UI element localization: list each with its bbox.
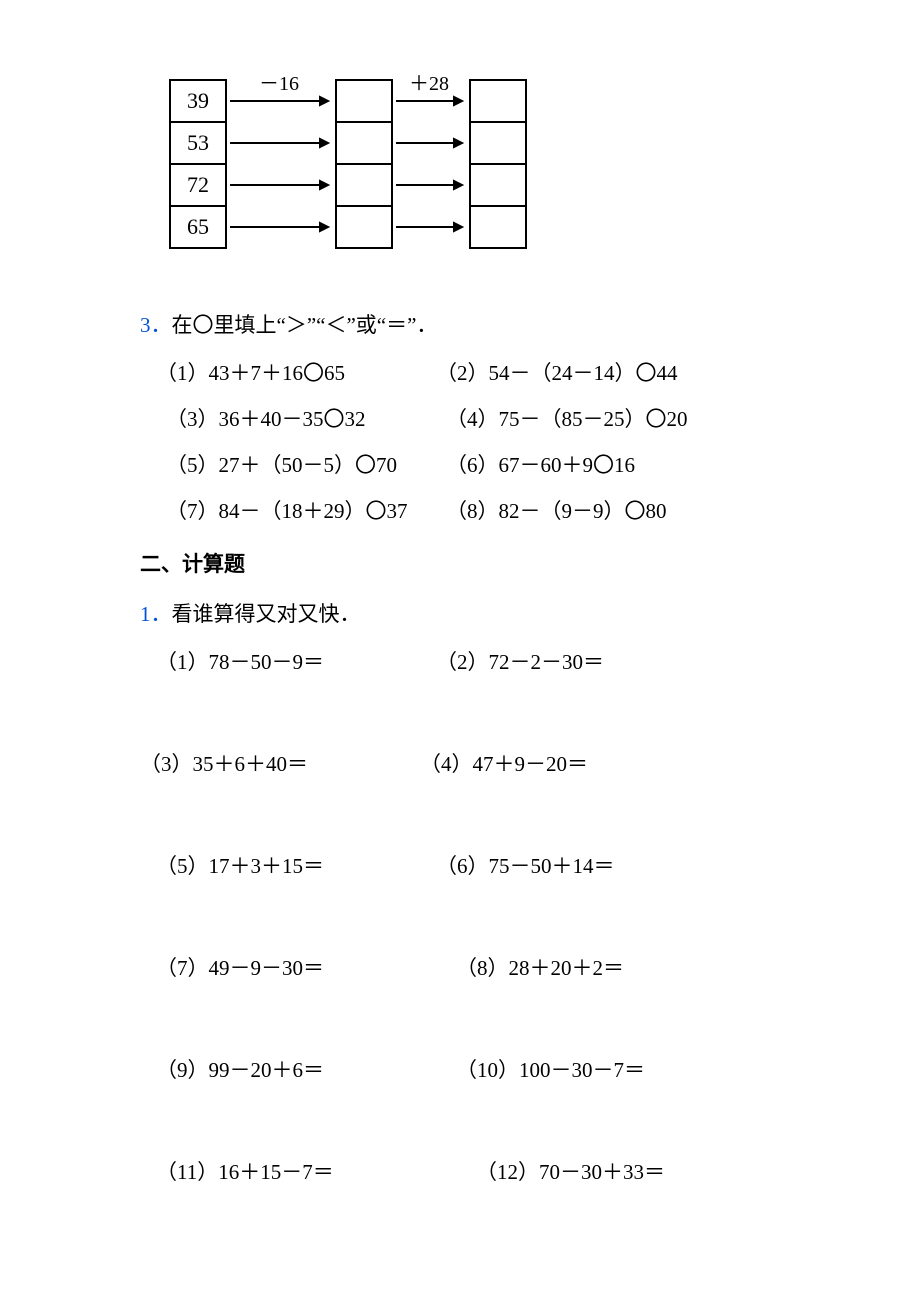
cell-2: 72 xyxy=(187,172,209,197)
s2-2-n: （2） xyxy=(436,650,489,674)
s2-5-n: （5） xyxy=(156,854,209,878)
q3-item-2: （2）54－（24－14）〇44 xyxy=(436,354,678,394)
s2-3-n: （3） xyxy=(140,752,193,776)
s2-item-9: （9）99－20＋6＝ xyxy=(156,1051,456,1091)
s2-11-n: （11） xyxy=(156,1160,218,1184)
q3-1-t: 43＋7＋16〇65 xyxy=(209,361,346,385)
q3-item-5: （5）27＋（50－5）〇70 xyxy=(166,446,446,486)
q3-row-3: （5）27＋（50－5）〇70 （6）67－60＋9〇16 xyxy=(140,446,780,486)
s2-row-1: （1）78－50－9＝ （2）72－2－30＝ xyxy=(140,643,780,683)
s2-q1-prompt: 1．看谁算得又对又快． xyxy=(140,595,780,635)
cell-3: 65 xyxy=(187,214,209,239)
s2-11-t: 16＋15－7＝ xyxy=(218,1160,334,1184)
s2-row-6: （11）16＋15－7＝ （12）70－30＋33＝ xyxy=(140,1153,780,1193)
s2-10-n: （10） xyxy=(456,1058,519,1082)
section2-heading: 二、计算题 xyxy=(140,545,780,585)
s2-item-3: （3）35＋6＋40＝ xyxy=(140,745,420,785)
page: －16 ＋28 39 53 72 65 3．在〇里填上“＞”“＜”或“＝”． （… xyxy=(0,0,920,1259)
s2-1-n: （1） xyxy=(156,650,209,674)
q3-item-7: （7）84－（18＋29）〇37 xyxy=(166,492,446,532)
s2-item-6: （6）75－50＋14＝ xyxy=(436,847,615,887)
s2-4-n: （4） xyxy=(420,752,473,776)
q3-6-t: 67－60＋9〇16 xyxy=(499,453,636,477)
op2-label: ＋28 xyxy=(409,73,449,95)
q3-item-4: （4）75－（85－25）〇20 xyxy=(446,400,688,440)
s2-1-t: 78－50－9＝ xyxy=(209,650,325,674)
q3-item-6: （6）67－60＋9〇16 xyxy=(446,446,635,486)
q3-6-n: （6） xyxy=(446,453,499,477)
s2-5-t: 17＋3＋15＝ xyxy=(209,854,325,878)
s2-7-n: （7） xyxy=(156,956,209,980)
s2-6-n: （6） xyxy=(436,854,489,878)
q3-row-4: （7）84－（18＋29）〇37 （8）82－（9－9）〇80 xyxy=(140,492,780,532)
q3-7-t: 84－（18＋29）〇37 xyxy=(219,499,408,523)
q3-2-t: 54－（24－14）〇44 xyxy=(489,361,678,385)
diagram-svg: －16 ＋28 39 53 72 65 xyxy=(154,70,544,278)
s2-item-8: （8）28＋20＋2＝ xyxy=(456,949,624,989)
s2-q1-number: 1． xyxy=(140,602,172,626)
s2-row-2: （3）35＋6＋40＝ （4）47＋9－20＝ xyxy=(140,745,780,785)
q3-3-n: （3） xyxy=(166,407,219,431)
s2-12-t: 70－30＋33＝ xyxy=(539,1160,665,1184)
s2-row-3: （5）17＋3＋15＝ （6）75－50＋14＝ xyxy=(140,847,780,887)
s2-9-n: （9） xyxy=(156,1058,209,1082)
q3-number: 3． xyxy=(140,313,172,337)
s2-item-5: （5）17＋3＋15＝ xyxy=(156,847,436,887)
s2-10-t: 100－30－7＝ xyxy=(519,1058,645,1082)
s2-9-t: 99－20＋6＝ xyxy=(209,1058,325,1082)
q3-4-t: 75－（85－25）〇20 xyxy=(499,407,688,431)
q3-8-n: （8） xyxy=(446,499,499,523)
s2-8-n: （8） xyxy=(456,956,509,980)
s2-row-4: （7）49－9－30＝ （8）28＋20＋2＝ xyxy=(140,949,780,989)
s2-7-t: 49－9－30＝ xyxy=(209,956,325,980)
q3-3-t: 36＋40－35〇32 xyxy=(219,407,366,431)
q3-item-3: （3）36＋40－35〇32 xyxy=(166,400,446,440)
q3-1-n: （1） xyxy=(156,361,209,385)
q3-row-2: （3）36＋40－35〇32 （4）75－（85－25）〇20 xyxy=(140,400,780,440)
s2-item-2: （2）72－2－30＝ xyxy=(436,643,604,683)
q3-prompt: 3．在〇里填上“＞”“＜”或“＝”． xyxy=(140,306,780,346)
q3-4-n: （4） xyxy=(446,407,499,431)
s2-item-4: （4）47＋9－20＝ xyxy=(420,745,588,785)
s2-item-7: （7）49－9－30＝ xyxy=(156,949,456,989)
q3-text: 在〇里填上“＞”“＜”或“＝”． xyxy=(172,313,438,337)
q3-item-1: （1）43＋7＋16〇65 xyxy=(156,354,436,394)
s2-item-10: （10）100－30－7＝ xyxy=(456,1051,645,1091)
op1-label: －16 xyxy=(259,73,299,95)
q3-8-t: 82－（9－9）〇80 xyxy=(499,499,667,523)
q3-5-t: 27＋（50－5）〇70 xyxy=(219,453,398,477)
s2-4-t: 47＋9－20＝ xyxy=(473,752,589,776)
q3-item-8: （8）82－（9－9）〇80 xyxy=(446,492,667,532)
flow-diagram: －16 ＋28 39 53 72 65 xyxy=(154,70,780,278)
q3-row-1: （1）43＋7＋16〇65 （2）54－（24－14）〇44 xyxy=(140,354,780,394)
s2-item-1: （1）78－50－9＝ xyxy=(156,643,436,683)
s2-8-t: 28＋20＋2＝ xyxy=(509,956,625,980)
cell-1: 53 xyxy=(187,130,209,155)
s2-q1-text: 看谁算得又对又快． xyxy=(172,602,361,626)
s2-item-11: （11）16＋15－7＝ xyxy=(156,1153,476,1193)
cell-0: 39 xyxy=(187,88,209,113)
s2-3-t: 35＋6＋40＝ xyxy=(193,752,309,776)
q3-2-n: （2） xyxy=(436,361,489,385)
q3-5-n: （5） xyxy=(166,453,219,477)
s2-12-n: （12） xyxy=(476,1160,539,1184)
s2-item-12: （12）70－30＋33＝ xyxy=(476,1153,665,1193)
s2-6-t: 75－50＋14＝ xyxy=(489,854,615,878)
s2-2-t: 72－2－30＝ xyxy=(489,650,605,674)
s2-row-5: （9）99－20＋6＝ （10）100－30－7＝ xyxy=(140,1051,780,1091)
q3-7-n: （7） xyxy=(166,499,219,523)
